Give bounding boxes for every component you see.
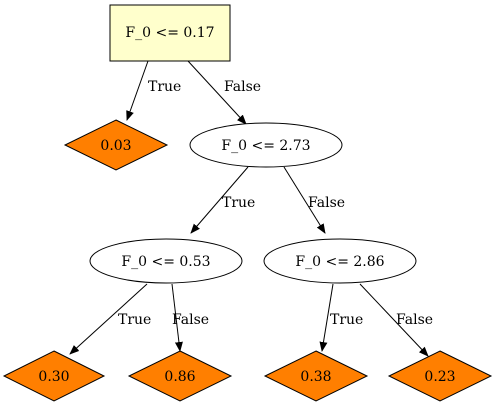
node-split-1-label: F_0 <= 2.73 (221, 138, 310, 154)
edge-label-split-3-to-leaf-4: True (330, 312, 363, 328)
edge-label-split-2-to-leaf-3: False (172, 312, 209, 328)
node-root-box (109, 4, 231, 62)
node-leaf-2-diamond (2, 350, 106, 402)
edge-label-root-to-leaf-1: True (148, 79, 181, 95)
node-leaf-4-label: 0.38 (300, 369, 331, 385)
node-leaf-4-diamond (263, 350, 369, 402)
node-split-1: F_0 <= 2.73 (189, 122, 343, 168)
node-leaf-1-label: 0.03 (100, 138, 131, 154)
edge-root-to-split-1 (187, 60, 247, 125)
node-leaf-3: 0.86 (127, 350, 233, 402)
edge-split-3-to-leaf-4 (319, 283, 334, 352)
node-leaf-1: 0.03 (63, 119, 169, 171)
node-root-label: F_0 <= 0.17 (125, 25, 214, 41)
edges (69, 60, 429, 357)
edge-label-root-to-split-1: False (224, 79, 261, 95)
node-split-3: F_0 <= 2.86 (263, 238, 417, 284)
node-leaf-2: 0.30 (2, 350, 106, 402)
node-leaf-1-diamond (63, 119, 169, 171)
node-split-3-ellipse (263, 238, 417, 284)
node-leaf-5: 0.23 (387, 350, 493, 402)
node-split-2-label: F_0 <= 0.53 (121, 254, 210, 270)
node-leaf-5-diamond (387, 350, 493, 402)
node-leaf-5-label: 0.23 (424, 369, 455, 385)
node-leaf-3-diamond (127, 350, 233, 402)
edge-split-2-to-leaf-3 (171, 283, 183, 352)
edge-split-2-to-leaf-2 (69, 283, 148, 355)
edge-labels: True False True False True False True Fa… (118, 79, 433, 328)
edge-label-split-1-to-split-3: False (308, 195, 345, 211)
edge-root-to-leaf-1 (126, 60, 149, 121)
node-root: F_0 <= 0.17 (109, 4, 231, 62)
node-leaf-4: 0.38 (263, 350, 369, 402)
node-split-2: F_0 <= 0.53 (89, 238, 243, 284)
edge-split-1-to-split-2 (190, 166, 249, 234)
edge-label-split-2-to-leaf-2: True (118, 312, 151, 328)
edge-label-split-1-to-split-2: True (222, 195, 255, 211)
edge-label-split-3-to-leaf-5: False (396, 312, 433, 328)
edge-split-3-to-leaf-5 (359, 283, 429, 357)
node-leaf-2-label: 0.30 (38, 369, 69, 385)
node-split-3-label: F_0 <= 2.86 (295, 254, 384, 270)
node-split-2-ellipse (89, 238, 243, 284)
node-leaf-3-label: 0.86 (164, 369, 195, 385)
node-split-1-ellipse (189, 122, 343, 168)
edge-split-1-to-split-3 (283, 166, 326, 234)
